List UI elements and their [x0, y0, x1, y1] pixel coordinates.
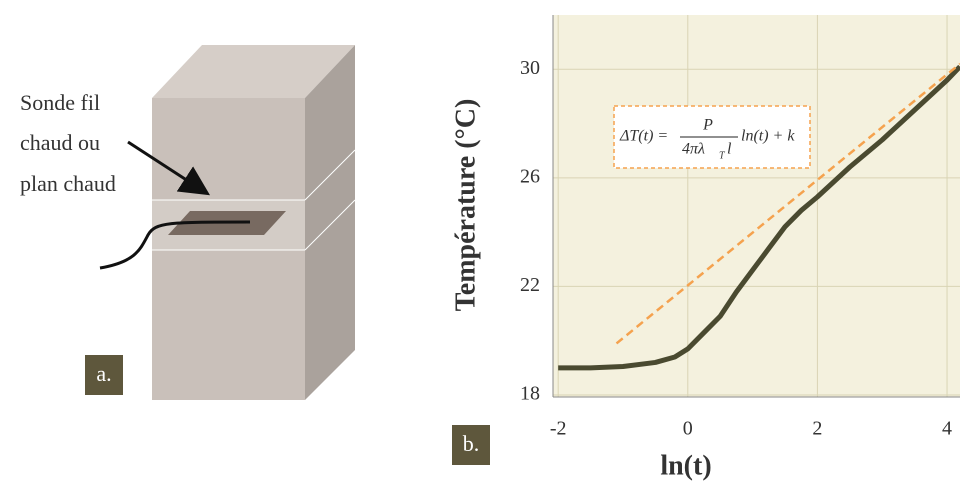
- edge: [304, 149, 356, 201]
- x-tick-label: 2: [812, 418, 822, 440]
- y-tick-label: 30: [520, 57, 540, 79]
- formula-subscript: T: [719, 150, 726, 161]
- panel-box: [452, 425, 490, 465]
- chart: 18 22 26 30 -2 0 2 4: [520, 15, 960, 440]
- formula-lhs: ΔT(t) =: [619, 128, 668, 145]
- block-side: [305, 45, 355, 400]
- y-axis-label: Température (°C): [450, 99, 481, 312]
- arrow: [127, 140, 211, 196]
- formula-numerator: P: [702, 117, 713, 134]
- data-line: [558, 64, 960, 371]
- formula: ΔT(t) = P 4πλ T l ln(t) + k: [613, 105, 811, 169]
- fit-line: [615, 62, 960, 345]
- x-tick-label: 0: [683, 418, 693, 440]
- formula-rhs: ln(t) + k: [741, 128, 795, 145]
- y-tick-label: 22: [520, 274, 540, 296]
- probe-label: Sonde fil: [20, 90, 100, 115]
- plot-area: [553, 15, 960, 397]
- x-axis-label: ln(t): [660, 450, 711, 481]
- y-tick-label: 18: [520, 383, 540, 405]
- panel-box: [85, 355, 123, 395]
- x-tick-label: 4: [942, 418, 952, 440]
- formula-denominator: l: [727, 141, 732, 158]
- edge: [304, 199, 356, 251]
- panel-label: a.: [96, 361, 111, 386]
- wire: [99, 220, 251, 270]
- plot-lines: [558, 62, 960, 371]
- block-top: [152, 45, 355, 98]
- panel-label: b.: [463, 431, 480, 456]
- probe-label: plan chaud: [20, 171, 116, 196]
- block-diagram: Sonde fil chaud ou plan chaud a.: [20, 45, 356, 400]
- formula-denominator: 4πλ: [682, 141, 705, 158]
- y-tick-label: 26: [520, 165, 540, 187]
- probe-label: chaud ou: [20, 130, 100, 155]
- x-tick-label: -2: [550, 418, 567, 440]
